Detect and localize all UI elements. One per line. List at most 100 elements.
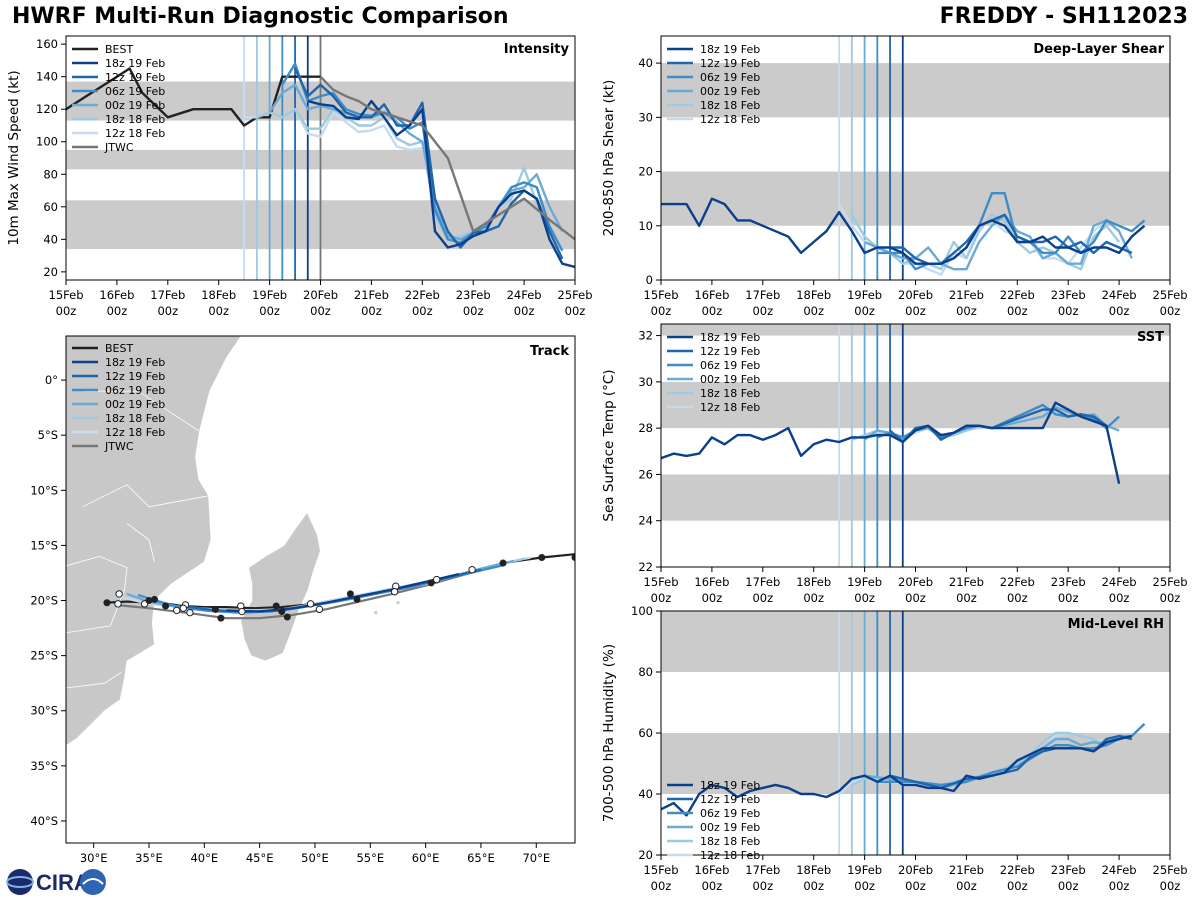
panel-intensity: 15Feb 00z 16Feb 00z 17Feb 00z 18Feb 00z 19Feb 00z… [6, 35, 593, 318]
x-tick-label: 22Feb [1000, 288, 1035, 302]
x-tick-label: 22Feb [405, 288, 440, 302]
y-tick-label: 10°S [30, 483, 58, 497]
panel-title: Track [530, 344, 569, 359]
track-marker-filled [151, 595, 159, 603]
x-tick-label: 18Feb [796, 288, 831, 302]
y-tick-label: 40°S [30, 814, 58, 828]
track-line-run_18z19 [226, 573, 460, 613]
x-tick-label: 00z [565, 304, 586, 318]
legend-entry: 12z 19 Feb [700, 345, 760, 358]
legend-entry: 06z 19 Feb [700, 71, 760, 84]
x-tick-label: 23Feb [1051, 863, 1086, 877]
track-marker-filled [278, 608, 286, 616]
x-tick-label: 00z [854, 879, 875, 893]
x-tick-label: 00z [956, 304, 977, 318]
x-tick-label: 00z [1007, 879, 1028, 893]
y-tick-label: 100 [36, 135, 58, 149]
map-area [66, 336, 575, 843]
x-tick-label: 00z [1109, 879, 1130, 893]
x-tick-label: 18Feb [201, 288, 236, 302]
madagascar-landmass [240, 511, 321, 662]
track-marker-open [186, 608, 194, 617]
y-axis-label: Sea Surface Temp (°C) [601, 369, 617, 521]
track-marker-filled [571, 554, 575, 562]
y-tick-label: 60 [43, 200, 58, 214]
y-tick-label: 120 [36, 102, 58, 116]
track-marker-open [115, 590, 123, 598]
track-marker-open [238, 607, 246, 616]
plot-area-rh [661, 611, 1170, 855]
x-tick-label: 00z [514, 304, 535, 318]
panel-title: Intensity [504, 42, 570, 57]
legend-entry: 18z 18 Feb [105, 412, 165, 425]
x-tick-label: 70°E [522, 851, 550, 865]
cira-logo-globe-icon [7, 869, 33, 895]
x-tick-label: 24Feb [507, 288, 542, 302]
series-line-run_18z19 [661, 734, 1133, 817]
y-tick-label: 80 [43, 167, 58, 181]
x-tick-label: 00z [702, 591, 723, 605]
series-line-run_00z19 [268, 83, 564, 241]
legend-entry: JTWC [104, 440, 134, 453]
x-tick-label: 21Feb [949, 575, 984, 589]
x-tick-label: 18Feb [796, 863, 831, 877]
y-tick-label: 30 [638, 110, 653, 124]
x-tick-label: 17Feb [745, 575, 780, 589]
x-tick-label: 00z [956, 879, 977, 893]
track-marker-open [172, 606, 181, 615]
x-tick-label: 00z [752, 304, 773, 318]
y-tick-label: 35°S [30, 759, 58, 773]
legend-entry: 18z 19 Feb [105, 57, 165, 70]
x-tick-label: 00z [803, 591, 824, 605]
x-tick-label: 00z [752, 591, 773, 605]
y-tick-label: 140 [36, 70, 58, 84]
series-line-run_06z19 [877, 191, 1146, 271]
series-line-run_18z19 [661, 197, 1146, 265]
x-tick-label: 19Feb [252, 288, 287, 302]
intensity-band [661, 474, 1170, 521]
x-tick-label: 00z [905, 591, 926, 605]
x-tick-label: 30°E [80, 851, 108, 865]
x-tick-label: 15Feb [644, 288, 679, 302]
cira-logo: CIRA [4, 866, 108, 898]
country-border [82, 484, 209, 508]
y-tick-label: 15°S [30, 538, 58, 552]
legend-entry: 06z 19 Feb [105, 85, 165, 98]
legend-entry: JTWC [104, 141, 134, 154]
x-tick-label: 17Feb [150, 288, 185, 302]
y-tick-label: 0° [45, 373, 58, 387]
x-tick-label: 00z [905, 879, 926, 893]
x-tick-label: 21Feb [949, 288, 984, 302]
intensity-band [661, 611, 1170, 672]
plot-area-sst [661, 324, 1170, 567]
legend-entry: 18z 19 Feb [700, 331, 760, 344]
track-marker-open [468, 565, 476, 574]
y-tick-label: 160 [36, 37, 58, 51]
legend-entry: 06z 19 Feb [700, 807, 760, 820]
legend-entry: 18z 19 Feb [700, 779, 760, 792]
y-tick-label: 0 [646, 273, 653, 287]
track-marker-filled [211, 605, 219, 613]
legend-entry: 18z 19 Feb [700, 43, 760, 56]
track-marker-filled [538, 554, 546, 562]
y-tick-label: 60 [638, 726, 653, 740]
legend-entry: 00z 19 Feb [700, 85, 760, 98]
x-tick-label: 16Feb [694, 863, 729, 877]
x-tick-label: 22Feb [1000, 863, 1035, 877]
x-tick-label: 19Feb [847, 863, 882, 877]
legend-entry: 12z 19 Feb [105, 71, 165, 84]
x-tick-label: 00z [1058, 304, 1079, 318]
y-tick-label: 100 [631, 604, 653, 618]
x-tick-label: 00z [1058, 591, 1079, 605]
x-tick-label: 25Feb [1153, 288, 1188, 302]
legend-entry: 00z 19 Feb [105, 398, 165, 411]
x-tick-label: 00z [56, 304, 77, 318]
track-marker-open [306, 600, 315, 608]
y-axis-label: 10m Max Wind Speed (kt) [6, 70, 22, 245]
x-tick-label: 19Feb [847, 288, 882, 302]
series-line-jtwc [319, 75, 575, 241]
x-tick-label: 60°E [412, 851, 440, 865]
track-marker-open [432, 575, 441, 584]
